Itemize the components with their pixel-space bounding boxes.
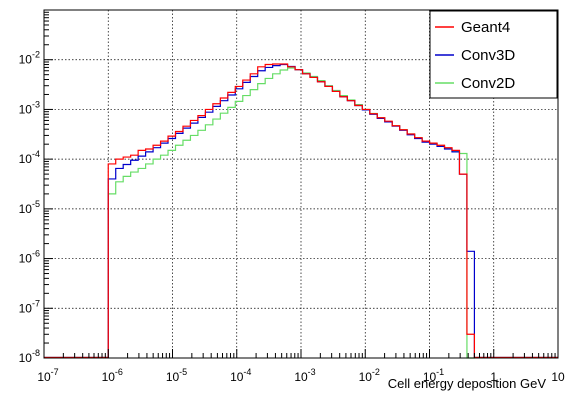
y-tick-label: 10-7 [19, 298, 40, 315]
series-line-geant4 [44, 63, 558, 359]
x-tick-label: 10-7 [37, 367, 58, 384]
legend: Geant4 Conv3D Conv2D [429, 10, 558, 99]
y-tick-label: 10-3 [19, 99, 40, 116]
axis-ticks [43, 9, 559, 359]
x-tick-label: 10 [551, 370, 565, 384]
x-tick-label: 10-4 [230, 367, 251, 384]
x-axis-title: Cell energy deposition GeV [388, 376, 547, 391]
y-tick-labels: 10-8 10-7 10-6 10-5 10-4 10-3 10-2 [19, 50, 40, 365]
x-tick-label: 10-1 [423, 367, 444, 384]
legend-label-geant4: Geant4 [461, 19, 510, 36]
y-tick-label: 10-4 [19, 149, 40, 166]
y-tick-label: 10-8 [19, 348, 40, 365]
y-tick-label: 10-5 [19, 199, 40, 216]
x-tick-labels: 10-7 10-6 10-5 10-4 10-3 10-2 10-1 1 10 [37, 367, 565, 384]
y-tick-label: 10-6 [19, 249, 40, 266]
x-tick-label: 1 [490, 370, 497, 384]
x-tick-label: 10-3 [294, 367, 315, 384]
y-tick-label: 10-2 [19, 50, 40, 67]
series-group [44, 63, 558, 359]
legend-label-conv3d: Conv3D [461, 47, 515, 64]
legend-label-conv2d: Conv2D [461, 75, 515, 92]
x-tick-label: 10-5 [166, 367, 187, 384]
x-tick-label: 10-6 [102, 367, 123, 384]
grid-lines [44, 10, 558, 358]
x-tick-label: 10-2 [359, 367, 380, 384]
